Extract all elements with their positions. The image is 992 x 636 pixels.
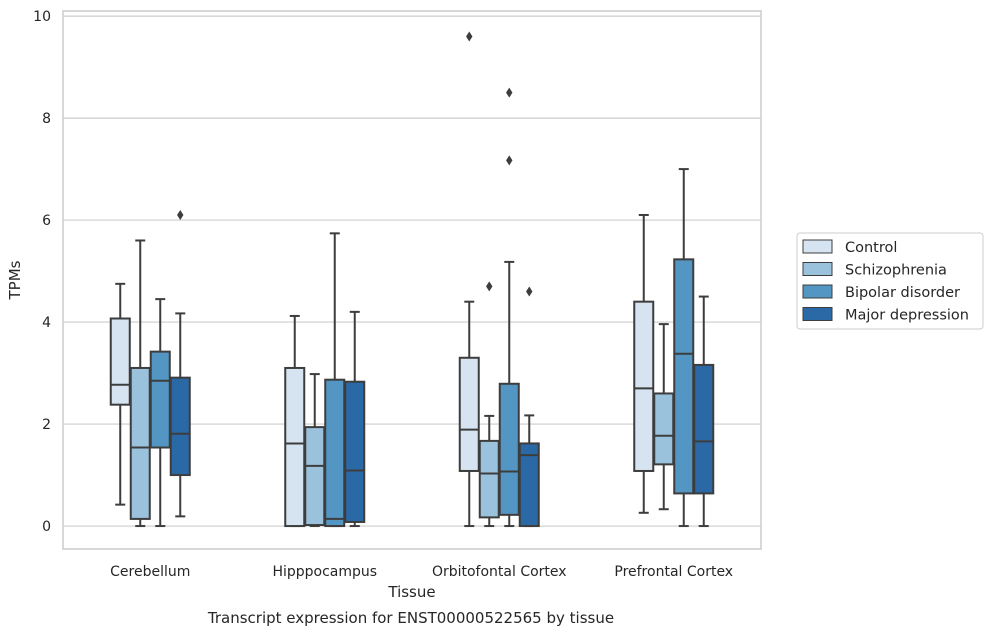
outlier-marker xyxy=(506,87,513,98)
outlier-marker xyxy=(177,209,184,220)
box xyxy=(324,378,346,528)
box-group xyxy=(324,232,346,528)
box xyxy=(693,363,715,495)
box xyxy=(149,350,171,449)
legend-label: Major depression xyxy=(845,308,969,324)
legend: Control Schizophrenia Bipolar disorder Majo… xyxy=(796,232,984,330)
box-group xyxy=(693,295,715,528)
box-groups xyxy=(109,31,715,528)
box-group xyxy=(169,209,191,518)
box-group xyxy=(498,87,520,528)
box-group xyxy=(129,239,151,528)
y-tick-labels: 0 2 4 6 8 10 xyxy=(33,9,51,535)
y-tick-label: 0 xyxy=(42,519,51,535)
outlier-marker xyxy=(526,286,533,297)
box-group xyxy=(458,31,480,528)
x-tick-label: Hipppocampus xyxy=(272,564,377,580)
box-group xyxy=(518,286,540,528)
x-tick-label: Cerebellum xyxy=(110,564,190,580)
legend-label: Control xyxy=(845,240,897,256)
box xyxy=(284,366,306,528)
legend-frame xyxy=(796,232,984,330)
box xyxy=(169,376,191,477)
box-group xyxy=(653,323,675,511)
legend-label: Bipolar disorder xyxy=(845,285,960,301)
outlier-marker xyxy=(506,155,513,166)
outlier-marker xyxy=(486,281,493,292)
y-tick-label: 10 xyxy=(33,9,51,25)
box xyxy=(458,356,480,472)
box xyxy=(653,392,675,466)
y-tick-label: 2 xyxy=(42,417,51,433)
legend-swatch xyxy=(802,262,833,276)
box-group xyxy=(633,213,655,514)
box-group xyxy=(109,282,131,506)
box-group xyxy=(304,373,326,528)
box-group xyxy=(344,310,366,528)
box xyxy=(129,366,151,520)
box xyxy=(109,317,131,406)
box-group xyxy=(149,298,171,528)
box-group xyxy=(478,281,500,528)
box xyxy=(518,442,540,528)
legend-swatch xyxy=(802,284,833,299)
box xyxy=(344,380,366,523)
box-group xyxy=(284,314,306,528)
box xyxy=(498,382,520,516)
y-tick-label: 4 xyxy=(42,315,51,331)
box xyxy=(633,300,655,472)
legend-swatch xyxy=(802,239,833,254)
y-tick-label: 6 xyxy=(42,213,51,229)
box xyxy=(478,439,500,519)
x-tick-label: Prefrontal Cortex xyxy=(614,564,733,580)
x-tick-label: Orbitofontal Cortex xyxy=(432,564,567,580)
x-axis-label: Tissue xyxy=(387,583,435,601)
legend-swatch xyxy=(802,307,833,321)
figure-caption: Transcript expression for ENST0000052256… xyxy=(207,609,614,627)
plot-frame xyxy=(62,10,762,550)
y-axis-label: TPMs xyxy=(6,260,24,300)
box xyxy=(673,258,695,495)
outlier-marker xyxy=(466,31,473,42)
box xyxy=(304,426,326,527)
legend-label: Schizophrenia xyxy=(845,263,947,279)
y-tick-label: 8 xyxy=(42,111,51,127)
box-group xyxy=(673,168,695,528)
x-tick-labels: Cerebellum Hipppocampus Orbitofontal Corte… xyxy=(110,564,733,580)
